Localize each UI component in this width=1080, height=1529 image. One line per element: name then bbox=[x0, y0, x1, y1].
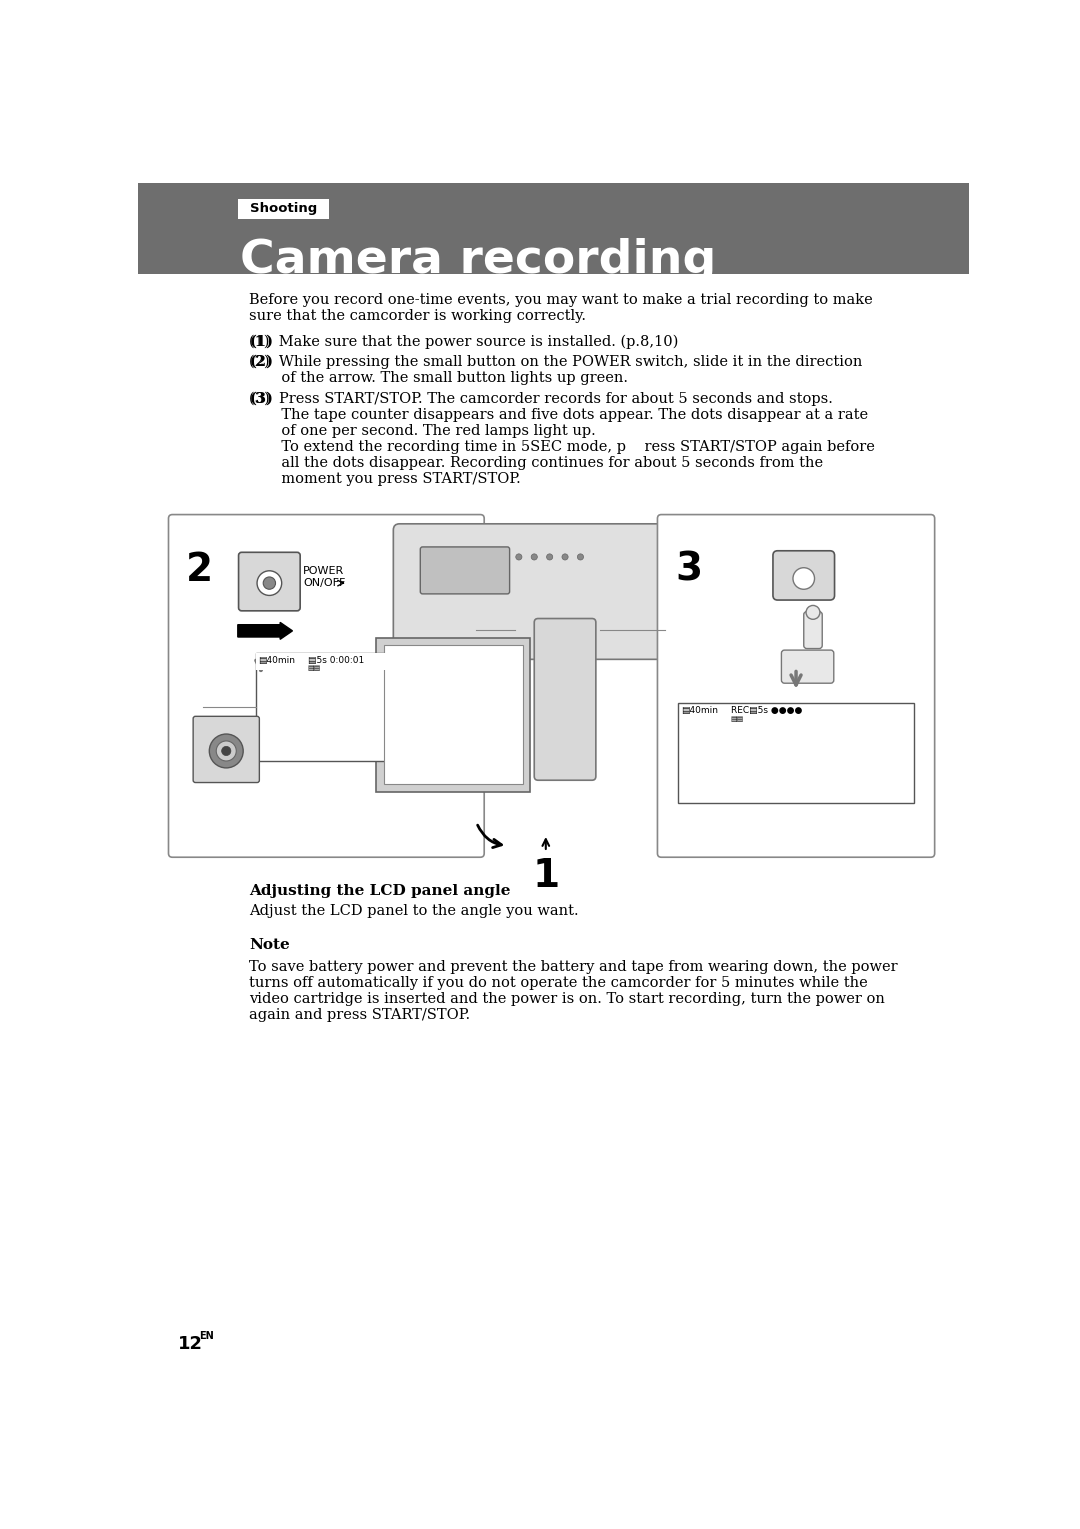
Text: ▤40min: ▤40min bbox=[258, 656, 296, 665]
Text: (2): (2) bbox=[249, 355, 273, 368]
Circle shape bbox=[562, 553, 568, 560]
Text: 2: 2 bbox=[186, 550, 214, 589]
Text: moment you press START/STOP.: moment you press START/STOP. bbox=[249, 472, 521, 486]
Text: ▤▤: ▤▤ bbox=[308, 665, 321, 671]
Text: ▤5s 0:00:01: ▤5s 0:00:01 bbox=[308, 656, 364, 665]
Text: Camera recording: Camera recording bbox=[240, 239, 716, 283]
Text: (1): (1) bbox=[249, 335, 273, 349]
FancyBboxPatch shape bbox=[782, 650, 834, 683]
Text: (3): (3) bbox=[249, 391, 273, 405]
FancyArrow shape bbox=[238, 622, 293, 639]
Bar bbox=[256, 653, 397, 761]
FancyBboxPatch shape bbox=[420, 547, 510, 593]
Text: REC▤5s ●●●●: REC▤5s ●●●● bbox=[730, 706, 802, 716]
Text: The tape counter disappears and five dots appear. The dots disappear at a rate: The tape counter disappears and five dot… bbox=[249, 408, 868, 422]
Text: all the dots disappear. Recording continues for about 5 seconds from the: all the dots disappear. Recording contin… bbox=[249, 456, 823, 469]
Text: sure that the camcorder is working correctly.: sure that the camcorder is working corre… bbox=[249, 309, 586, 323]
Text: ▤40min: ▤40min bbox=[681, 706, 718, 716]
Circle shape bbox=[257, 570, 282, 595]
Bar bbox=[678, 703, 914, 803]
Text: 12: 12 bbox=[178, 1335, 203, 1353]
Text: To extend the recording time in 5SEC mode, p    ress START/STOP again before: To extend the recording time in 5SEC mod… bbox=[249, 440, 875, 454]
Text: Adjust the LCD panel to the angle you want.: Adjust the LCD panel to the angle you wa… bbox=[249, 904, 579, 919]
FancyBboxPatch shape bbox=[773, 550, 835, 599]
Circle shape bbox=[793, 567, 814, 589]
FancyBboxPatch shape bbox=[239, 552, 300, 610]
FancyBboxPatch shape bbox=[804, 612, 822, 648]
Circle shape bbox=[806, 605, 820, 619]
Bar bbox=[256, 653, 397, 670]
Text: video cartridge is inserted and the power is on. To start recording, turn the po: video cartridge is inserted and the powe… bbox=[249, 992, 886, 1006]
Text: again and press START/STOP.: again and press START/STOP. bbox=[249, 1008, 471, 1023]
FancyBboxPatch shape bbox=[393, 524, 667, 659]
Bar bbox=[138, 183, 970, 274]
Circle shape bbox=[546, 553, 553, 560]
FancyBboxPatch shape bbox=[168, 515, 484, 858]
Text: ▤▤: ▤▤ bbox=[730, 716, 744, 722]
Text: Note: Note bbox=[249, 939, 291, 953]
Text: (3)  Press START/STOP. The camcorder records for about 5 seconds and stops.: (3) Press START/STOP. The camcorder reco… bbox=[249, 391, 834, 405]
Bar bbox=[238, 199, 328, 219]
Text: of the arrow. The small button lights up green.: of the arrow. The small button lights up… bbox=[249, 370, 629, 385]
FancyBboxPatch shape bbox=[535, 619, 596, 780]
Circle shape bbox=[264, 576, 275, 589]
Circle shape bbox=[578, 553, 583, 560]
Text: (2)  While pressing the small button on the POWER switch, slide it in the direct: (2) While pressing the small button on t… bbox=[249, 355, 863, 368]
Text: Shooting: Shooting bbox=[249, 202, 316, 216]
Text: Before you record one-time events, you may want to make a trial recording to mak: Before you record one-time events, you m… bbox=[249, 294, 873, 307]
Circle shape bbox=[516, 553, 522, 560]
Text: EN: EN bbox=[200, 1330, 214, 1341]
Text: 3: 3 bbox=[675, 550, 702, 589]
Text: Adjusting the LCD panel angle: Adjusting the LCD panel angle bbox=[249, 884, 511, 898]
Text: 1: 1 bbox=[532, 858, 559, 896]
Text: of one per second. The red lamps light up.: of one per second. The red lamps light u… bbox=[249, 424, 596, 437]
Circle shape bbox=[210, 734, 243, 768]
FancyBboxPatch shape bbox=[658, 515, 934, 858]
Text: POWER
ON/OFF: POWER ON/OFF bbox=[303, 566, 346, 589]
FancyBboxPatch shape bbox=[193, 716, 259, 783]
Text: turns off automatically if you do not operate the camcorder for 5 minutes while : turns off automatically if you do not op… bbox=[249, 976, 868, 989]
Text: To save battery power and prevent the battery and tape from wearing down, the po: To save battery power and prevent the ba… bbox=[249, 960, 897, 974]
Circle shape bbox=[531, 553, 538, 560]
Bar bbox=[377, 638, 530, 792]
Circle shape bbox=[216, 742, 237, 761]
Bar bbox=[384, 645, 523, 784]
Circle shape bbox=[221, 746, 231, 755]
Text: (1)  Make sure that the power source is installed. (p.8,10): (1) Make sure that the power source is i… bbox=[249, 335, 678, 349]
